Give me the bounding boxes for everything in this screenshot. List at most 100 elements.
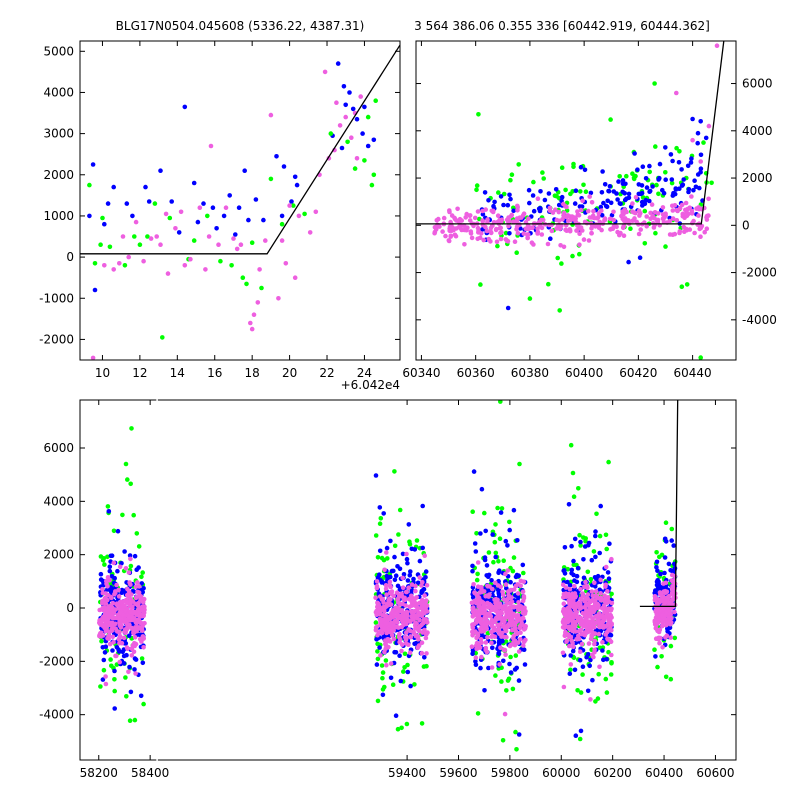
data-point bbox=[369, 182, 375, 188]
data-point bbox=[423, 575, 428, 580]
data-point bbox=[383, 658, 389, 663]
data-point bbox=[606, 188, 611, 194]
data-point bbox=[592, 641, 597, 647]
data-point bbox=[586, 641, 592, 646]
data-point bbox=[404, 621, 409, 627]
data-point bbox=[158, 242, 163, 247]
data-point bbox=[593, 699, 598, 704]
data-point bbox=[100, 598, 105, 604]
data-point bbox=[132, 234, 137, 239]
data-point bbox=[417, 558, 423, 564]
data-point bbox=[669, 616, 674, 621]
data-point bbox=[573, 733, 579, 738]
data-point bbox=[105, 608, 110, 614]
data-point bbox=[447, 209, 452, 215]
data-point bbox=[585, 688, 591, 694]
data-point bbox=[589, 200, 595, 205]
data-point bbox=[576, 629, 582, 634]
data-point bbox=[663, 145, 668, 150]
data-point bbox=[503, 652, 508, 657]
data-point bbox=[577, 251, 582, 257]
data-point bbox=[409, 582, 415, 587]
data-point bbox=[107, 564, 113, 569]
data-point bbox=[564, 618, 570, 623]
data-point bbox=[505, 305, 511, 311]
data-point bbox=[374, 579, 380, 584]
data-point bbox=[607, 541, 612, 546]
data-point bbox=[615, 229, 620, 235]
data-point bbox=[424, 651, 429, 656]
data-point bbox=[141, 636, 146, 641]
data-point bbox=[392, 543, 398, 549]
data-point bbox=[385, 637, 391, 643]
data-point bbox=[475, 209, 481, 214]
data-point bbox=[140, 570, 145, 575]
data-point bbox=[498, 510, 504, 515]
data-point bbox=[469, 235, 475, 241]
data-point bbox=[233, 232, 238, 237]
data-point bbox=[101, 657, 107, 663]
data-point bbox=[660, 205, 666, 210]
data-point bbox=[111, 528, 117, 534]
data-point bbox=[653, 144, 658, 149]
data-point bbox=[488, 614, 494, 619]
bottom-y-tick-label: 2000 bbox=[43, 548, 74, 562]
data-point bbox=[572, 536, 578, 542]
data-point bbox=[598, 598, 604, 603]
data-point bbox=[588, 657, 593, 663]
data-point bbox=[121, 635, 127, 641]
data-point bbox=[105, 584, 110, 589]
data-point bbox=[676, 160, 682, 165]
data-point bbox=[474, 646, 479, 651]
data-point bbox=[494, 239, 500, 245]
data-point bbox=[500, 589, 505, 595]
top-left-x-tick-label: 14 bbox=[170, 366, 185, 380]
data-point bbox=[413, 583, 418, 589]
data-point bbox=[365, 143, 371, 149]
bottom-x-tick-label: 59800 bbox=[491, 766, 529, 780]
data-point bbox=[203, 267, 208, 272]
data-point bbox=[561, 210, 567, 216]
data-point bbox=[384, 545, 390, 551]
bottom-y-tick-label: 0 bbox=[66, 601, 74, 615]
data-point bbox=[585, 629, 591, 635]
data-point bbox=[375, 698, 381, 704]
data-point bbox=[398, 678, 404, 684]
data-point bbox=[120, 234, 126, 239]
data-point bbox=[409, 588, 415, 593]
data-point bbox=[375, 632, 380, 638]
data-point bbox=[414, 621, 419, 626]
data-point bbox=[496, 559, 501, 564]
data-point bbox=[389, 590, 394, 595]
data-point bbox=[479, 599, 485, 605]
data-point bbox=[669, 177, 675, 182]
data-point bbox=[123, 566, 129, 571]
data-point bbox=[160, 335, 165, 340]
data-point bbox=[660, 645, 665, 650]
data-point bbox=[396, 593, 402, 599]
data-point bbox=[668, 635, 673, 640]
data-point bbox=[525, 232, 531, 237]
data-point bbox=[520, 562, 526, 568]
data-point bbox=[561, 591, 567, 597]
data-point bbox=[248, 320, 253, 326]
data-point bbox=[581, 557, 586, 562]
data-point bbox=[486, 665, 491, 671]
data-point bbox=[689, 208, 695, 214]
data-point bbox=[302, 211, 307, 217]
data-point bbox=[102, 613, 107, 619]
data-point bbox=[474, 635, 479, 641]
data-point bbox=[653, 618, 658, 624]
data-point bbox=[503, 571, 508, 577]
data-point bbox=[131, 649, 137, 655]
data-point bbox=[384, 573, 390, 579]
data-point bbox=[568, 217, 573, 223]
data-point bbox=[493, 554, 499, 560]
data-point bbox=[607, 216, 613, 222]
top-left-x-tick-label: 24 bbox=[357, 366, 372, 380]
data-point bbox=[106, 633, 112, 639]
data-point bbox=[100, 590, 106, 596]
data-point bbox=[602, 182, 608, 187]
data-point bbox=[548, 236, 553, 241]
data-point bbox=[128, 556, 133, 562]
